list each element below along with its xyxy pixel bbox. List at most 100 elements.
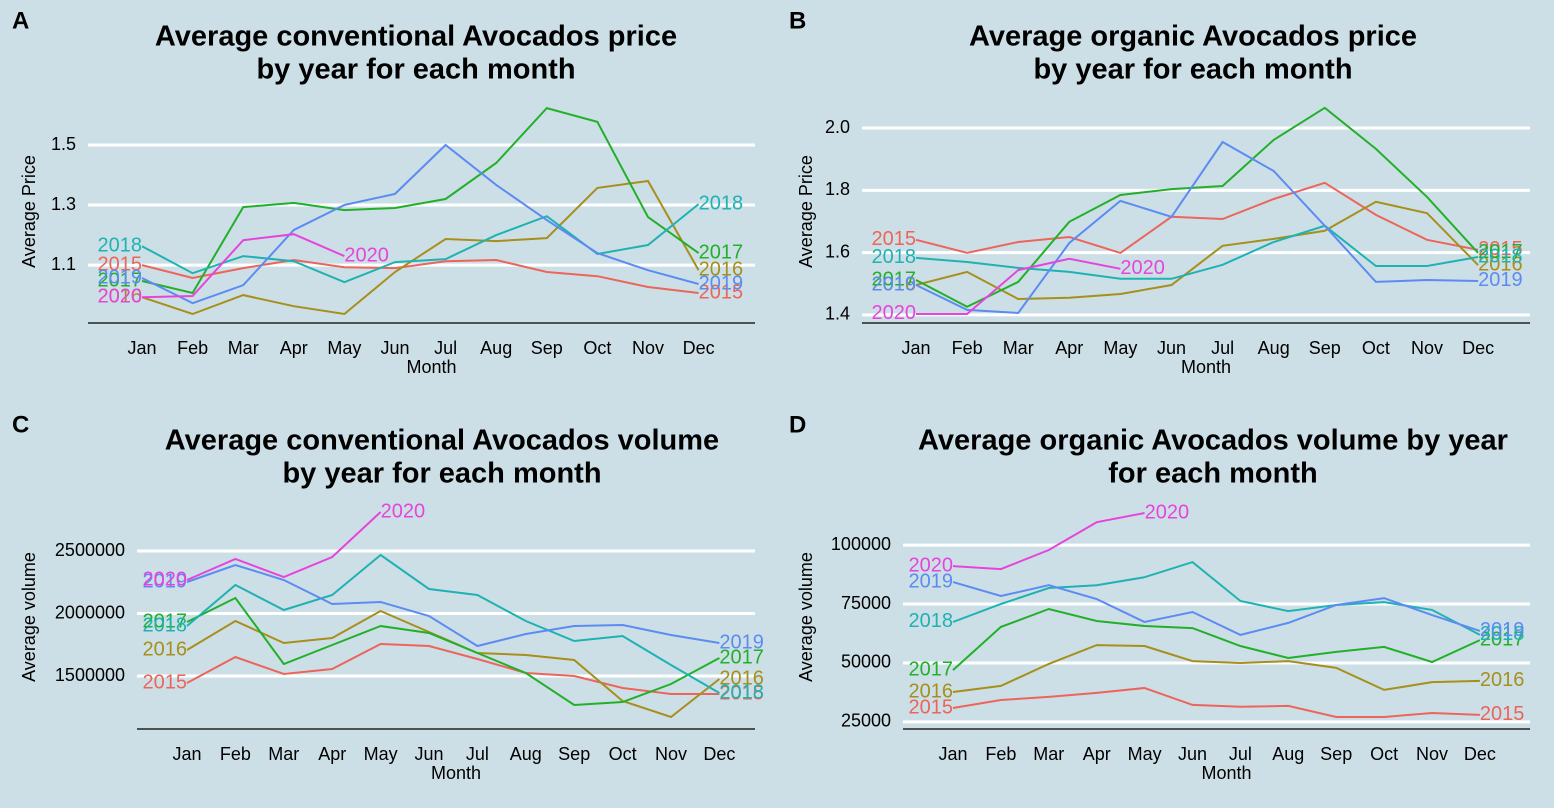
x-tick-label: Jul [466, 744, 489, 764]
x-tick-label: Aug [510, 744, 542, 764]
x-tick-label: Oct [1370, 744, 1398, 764]
chart-title: Average organic Avocados price [969, 21, 1417, 53]
x-tick-label: Apr [1055, 338, 1083, 358]
x-tick-label: May [364, 744, 398, 764]
series-label-end: 2019 [699, 272, 744, 294]
x-axis-label: Month [406, 357, 456, 377]
x-axis-label: Month [1201, 763, 1251, 783]
series-label-end: 2017 [699, 241, 744, 263]
series-label-end: 2018 [699, 192, 744, 214]
x-tick-label: Jun [1178, 744, 1207, 764]
series-label-start: 2015 [143, 671, 188, 693]
series-label-end: 2015 [699, 281, 744, 303]
x-tick-label: Mar [228, 338, 259, 358]
series-label-end: 2017 [1478, 241, 1523, 263]
chart-title: Average organic Avocados volume by year [918, 425, 1508, 457]
x-tick-label: Sep [1309, 338, 1341, 358]
series-label-start: 2016 [909, 680, 954, 702]
x-tick-label: Apr [1083, 744, 1111, 764]
chart-title: Average conventional Avocados volume [165, 425, 719, 457]
x-tick-label: Feb [177, 338, 208, 358]
y-axis-label: Average Price [19, 155, 39, 268]
chart-title: for each month [1108, 458, 1317, 490]
series-label-start: 2020 [872, 302, 917, 324]
x-tick-label: Feb [952, 338, 983, 358]
x-tick-label: Oct [609, 744, 637, 764]
series-line [186, 609, 721, 719]
x-tick-label: Sep [1320, 744, 1352, 764]
series-label-end: 2018 [1480, 623, 1525, 645]
series-label-start: 2015 [909, 696, 954, 718]
series-label-end: 2017 [719, 646, 764, 668]
y-tick-label: 2.0 [825, 117, 850, 137]
series-label-start: 2020 [98, 285, 143, 307]
x-axis-label: Month [1181, 357, 1231, 377]
series-label-end: 2020 [1145, 501, 1190, 523]
chart-title: Average conventional Avocados price [155, 21, 677, 53]
series-label-start: 2016 [143, 638, 188, 660]
series-label-start: 2016 [872, 273, 917, 295]
x-tick-label: Apr [318, 744, 346, 764]
y-axis-label: Average Price [796, 155, 816, 268]
x-tick-label: Feb [220, 744, 251, 764]
series-line [141, 106, 700, 295]
y-axis-label: Average volume [19, 552, 39, 682]
y-tick-label: 2000000 [55, 602, 125, 622]
series-line [141, 203, 700, 284]
x-tick-label: Dec [1462, 338, 1494, 358]
x-tick-label: Aug [1272, 744, 1304, 764]
y-tick-label: 1500000 [55, 665, 125, 685]
series-line [141, 143, 699, 305]
series-label-start: 2018 [143, 614, 188, 636]
series-label-start: 2016 [98, 285, 143, 307]
series-label-end: 2016 [1478, 253, 1523, 275]
series-line [141, 179, 700, 316]
series-label-start: 2020 [143, 568, 188, 590]
y-tick-label: 50000 [841, 652, 891, 672]
series-label-start: 2019 [143, 570, 188, 592]
x-tick-label: May [1103, 338, 1137, 358]
series-line [186, 511, 382, 581]
series-label-end: 2019 [719, 631, 764, 653]
y-tick-label: 1.5 [51, 134, 76, 154]
y-tick-label: 1.8 [825, 179, 850, 199]
x-tick-label: Jun [1157, 338, 1186, 358]
series-label-start: 2017 [872, 268, 917, 290]
series-label-end: 2020 [1120, 257, 1165, 279]
series-line [915, 200, 1479, 301]
x-tick-label: Nov [1416, 744, 1448, 764]
x-tick-label: Sep [531, 338, 563, 358]
series-label-start: 2017 [143, 610, 188, 632]
series-label-start: 2019 [909, 570, 954, 592]
series-label-end: 2019 [1478, 269, 1523, 291]
series-line [141, 258, 699, 294]
y-axis-label: Average volume [796, 552, 816, 682]
x-tick-label: Oct [583, 338, 611, 358]
series-label-start: 2017 [98, 269, 143, 291]
chart-title: by year for each month [282, 458, 601, 490]
panel-label: C [12, 411, 29, 438]
x-tick-label: Jan [938, 744, 967, 764]
x-tick-label: Feb [985, 744, 1016, 764]
series-line [952, 581, 1481, 636]
series-label-end: 2016 [699, 258, 744, 280]
series-line [952, 607, 1481, 671]
series-label-end: 2016 [719, 667, 764, 689]
series-line [141, 233, 345, 299]
series-line [952, 560, 1481, 636]
panel-label: B [789, 7, 806, 34]
series-line [915, 181, 1479, 255]
series-line [186, 563, 720, 648]
series-label-start: 2015 [98, 253, 143, 275]
x-tick-label: Aug [480, 338, 512, 358]
y-tick-label: 25000 [841, 711, 891, 731]
series-label-start: 2019 [872, 273, 917, 295]
x-tick-label: Dec [703, 744, 735, 764]
x-tick-label: Jun [380, 338, 409, 358]
series-label-start: 2020 [909, 554, 954, 576]
x-tick-label: Jan [172, 744, 201, 764]
x-tick-label: May [1128, 744, 1162, 764]
series-label-start: 2018 [98, 234, 143, 256]
x-tick-label: Jun [414, 744, 443, 764]
series-line [186, 553, 720, 694]
